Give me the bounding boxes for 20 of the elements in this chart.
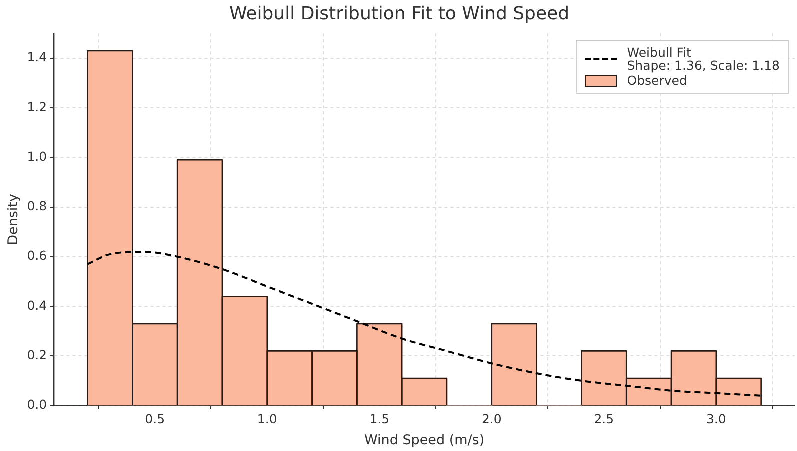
y-tick-label: 0.2 — [27, 347, 48, 362]
x-tick-label: 3.0 — [706, 412, 726, 427]
x-tick-label: 2.5 — [594, 412, 614, 427]
line-series — [86, 250, 762, 397]
x-tick-label: 0.5 — [145, 412, 166, 427]
y-tick-label: 0.0 — [27, 397, 48, 412]
x-axis-title: Wind Speed (m/s) — [364, 432, 485, 448]
chart-title: Weibull Distribution Fit to Wind Speed — [229, 3, 570, 24]
y-tick-label: 0.8 — [27, 198, 48, 214]
legend-label: Observed — [627, 73, 688, 88]
x-tick-label: 1.0 — [257, 412, 278, 427]
y-tick-label: 1.0 — [27, 148, 48, 164]
y-tick-label: 0.4 — [27, 298, 48, 313]
x-tick-label: 1.5 — [370, 412, 390, 427]
y-axis-title: Density — [6, 194, 22, 246]
x-tick-label: 2.0 — [482, 412, 502, 427]
legend-label: Weibull Fit Shape: 1.36, Scale: 1.18 — [627, 44, 780, 74]
y-tick-label: 1.4 — [27, 50, 48, 65]
y-tick-label: 0.6 — [27, 248, 48, 264]
y-tick-label: 1.2 — [27, 99, 48, 114]
